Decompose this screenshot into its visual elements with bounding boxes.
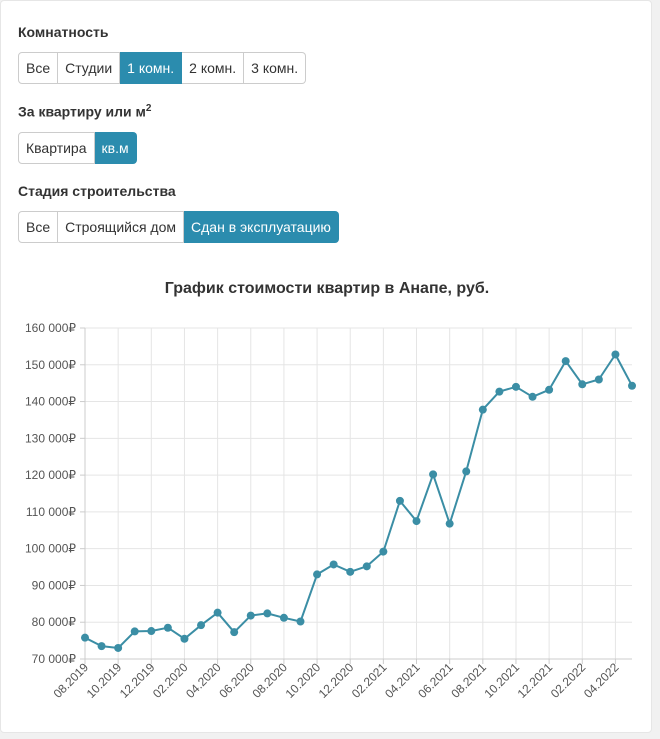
data-point[interactable] [313, 570, 322, 579]
stage-option-under-construction[interactable]: Строящийся дом [58, 211, 185, 243]
x-tick-label: 06.2020 [216, 660, 257, 701]
x-tick-label: 02.2020 [150, 660, 191, 701]
data-point[interactable] [395, 496, 404, 505]
x-tick-label: 02.2021 [349, 660, 390, 701]
y-tick-label: 110 000₽ [26, 505, 76, 519]
unit-filter-label: За квартиру или м2 [18, 103, 151, 120]
chart-title: График стоимости квартир в Анапе, руб. [164, 280, 490, 297]
stage-option-commissioned[interactable]: Сдан в эксплуатацию [184, 211, 339, 243]
unit-option-sqm[interactable]: кв.м [94, 132, 137, 164]
data-point[interactable] [346, 567, 355, 576]
x-tick-label: 04.2021 [382, 660, 423, 701]
rooms-option-all[interactable]: Все [18, 52, 59, 84]
data-point[interactable] [528, 392, 537, 401]
data-point[interactable] [197, 621, 206, 630]
unit-filter-group: Квартира кв.м [18, 132, 137, 164]
data-point[interactable] [163, 623, 172, 632]
x-tick-label: 02.2022 [548, 660, 589, 701]
x-axis-ticks: 08.201910.201912.201902.202004.202006.20… [51, 660, 622, 701]
rooms-option-3-rooms[interactable]: 3 комн. [244, 52, 307, 84]
data-point[interactable] [263, 609, 272, 618]
y-axis-ticks: 70 000₽ 80 000₽ 90 000₽ 100 000₽ 110 000₽ 120… [25, 321, 76, 666]
rooms-option-1-room[interactable]: 1 комн. [120, 52, 183, 84]
x-tick-label: 12.2019 [117, 660, 158, 701]
stage-option-all[interactable]: Все [18, 211, 59, 243]
y-tick-label: 70 000₽ [32, 652, 77, 666]
stage-filter-group: Все Строящийся дом Сдан в эксплуатацию [18, 211, 339, 243]
data-point[interactable] [545, 385, 554, 394]
y-tick-label: 160 000₽ [25, 321, 76, 335]
x-tick-label: 04.2020 [183, 660, 224, 701]
data-point[interactable] [561, 357, 570, 366]
data-point[interactable] [379, 547, 388, 556]
rooms-option-2-rooms[interactable]: 2 комн. [182, 52, 245, 84]
rooms-option-studio[interactable]: Студии [58, 52, 121, 84]
data-point[interactable] [147, 627, 156, 636]
y-tick-label: 140 000₽ [25, 395, 76, 409]
data-point[interactable] [462, 467, 471, 476]
data-point[interactable] [478, 405, 487, 414]
data-point[interactable] [230, 628, 239, 637]
x-tick-label: 12.2020 [316, 660, 357, 701]
data-point[interactable] [279, 613, 288, 622]
data-point[interactable] [628, 381, 636, 390]
data-point[interactable] [412, 517, 421, 526]
price-line-chart: 70 000₽ 80 000₽ 90 000₽ 100 000₽ 110 000₽ 120… [25, 321, 636, 701]
chart-axes [80, 327, 632, 664]
price-series-line [84, 353, 633, 649]
data-point[interactable] [511, 382, 520, 391]
x-tick-label: 06.2021 [415, 660, 456, 701]
unit-filter-label-text: За квартиру или м [18, 103, 146, 120]
x-tick-label: 08.2019 [51, 660, 92, 701]
rooms-filter-group: Все Студии 1 комн. 2 комн. 3 комн. [18, 52, 307, 84]
x-tick-label: 10.2020 [283, 660, 324, 701]
x-tick-label: 04.2022 [581, 660, 622, 701]
rooms-filter-label: Комнатность [18, 24, 109, 40]
unit-filter-label-sup: 2 [145, 103, 152, 114]
y-tick-label: 120 000₽ [25, 468, 76, 482]
unit-option-apartment[interactable]: Квартира [18, 132, 95, 164]
x-tick-label: 08.2020 [249, 660, 290, 701]
data-point[interactable] [429, 470, 438, 479]
data-point[interactable] [578, 380, 587, 389]
data-point[interactable] [329, 560, 338, 569]
x-tick-label: 10.2021 [482, 660, 523, 701]
y-tick-label: 80 000₽ [32, 615, 77, 629]
y-tick-label: 150 000₽ [25, 358, 76, 372]
y-tick-label: 100 000₽ [25, 542, 76, 556]
data-point[interactable] [611, 350, 620, 359]
data-point[interactable] [495, 387, 504, 396]
data-point[interactable] [81, 633, 89, 642]
data-point[interactable] [445, 519, 454, 528]
x-tick-label: 10.2019 [84, 660, 125, 701]
y-tick-label: 90 000₽ [32, 578, 77, 592]
x-tick-label: 08.2021 [448, 660, 489, 701]
data-point[interactable] [114, 643, 123, 652]
data-point[interactable] [213, 608, 222, 617]
data-point[interactable] [362, 562, 371, 571]
stage-filter-label: Стадия строительства [18, 183, 176, 199]
data-point[interactable] [130, 627, 139, 636]
data-point[interactable] [594, 375, 603, 384]
data-point[interactable] [97, 642, 106, 651]
price-series [81, 350, 636, 652]
y-tick-label: 130 000₽ [25, 431, 76, 445]
filter-panel: Комнатность Все Студии 1 комн. 2 комн. 3… [0, 0, 652, 733]
data-point[interactable] [180, 634, 189, 643]
data-point[interactable] [246, 611, 255, 620]
data-point[interactable] [296, 617, 305, 626]
x-tick-label: 12.2021 [515, 660, 556, 701]
chart-grid [84, 327, 632, 660]
